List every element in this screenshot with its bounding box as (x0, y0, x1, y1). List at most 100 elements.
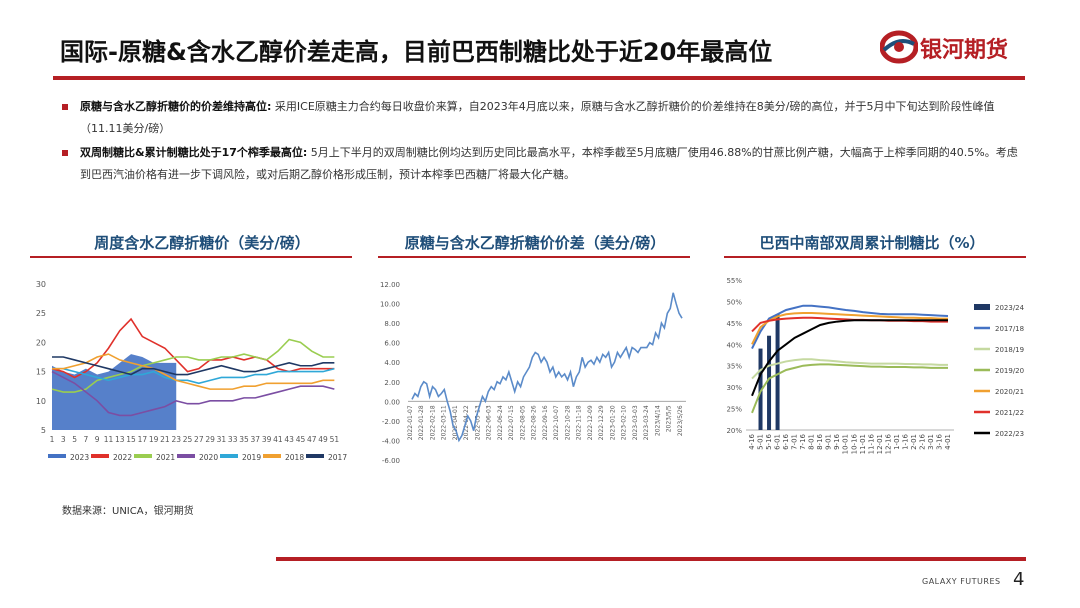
galaxy-logo-icon (879, 30, 919, 64)
chart2-title-underline (378, 256, 690, 258)
y-tick-label: 10 (36, 397, 46, 406)
x-tick-label: 1 (50, 435, 55, 444)
x-tick-label: 2-16 (918, 433, 926, 449)
x-tick-label: 12-01 (876, 434, 884, 454)
bullet-text: 采用ICE原糖主力合约每日收盘价来算，自2023年4月底以来，原糖与含水乙醇折糖… (80, 100, 995, 135)
logo-text: 银河期货 (920, 38, 1009, 63)
x-tick-label: 1-16 (901, 433, 909, 449)
y-tick-label: 6.00 (384, 340, 400, 348)
x-tick-label: 51 (330, 435, 340, 444)
legend-swatch (48, 454, 66, 458)
series-line-2020 (51, 370, 335, 417)
series-line-2019 (52, 367, 335, 385)
bar-2023/24 (775, 314, 780, 430)
x-tick-label: 3-01 (927, 434, 935, 450)
y-tick-label: -4.00 (382, 437, 400, 445)
chart2-title: 原糖与含水乙醇折糖价价差（美分/磅） (404, 234, 666, 252)
series-line-2018/19 (751, 358, 948, 380)
x-tick-label: 13 (115, 435, 125, 444)
x-tick-label: 15 (126, 435, 136, 444)
chart3-title: 巴西中南部双周累计制糖比（%） (759, 234, 985, 252)
x-tick-label: 2022-09-16 (542, 405, 549, 440)
x-tick-label: 2023-03-03 (632, 405, 639, 440)
series-line-2017 (52, 356, 335, 376)
x-tick-label: 7 (83, 435, 88, 444)
page-number: 4 (1013, 569, 1025, 590)
x-tick-label: 2022-07-15 (508, 405, 515, 440)
x-tick-label: 7-16 (799, 433, 807, 449)
y-tick-label: 20 (36, 338, 46, 347)
x-tick-label: 11-01 (859, 434, 867, 454)
x-tick-label: 21 (160, 435, 170, 444)
chart1-title: 周度含水乙醇折糖价（美分/磅） (94, 234, 310, 252)
x-tick-label: 31 (217, 435, 227, 444)
y-tick-label: 30 (36, 280, 46, 289)
bullet-heading: 双周制糖比&累计制糖比处于17个榨季最高位: (80, 146, 308, 159)
x-tick-label: 8-01 (808, 434, 816, 450)
legend-label: 2022 (113, 453, 132, 462)
x-tick-label: 5-16 (765, 433, 773, 449)
legend-label: 2018 (285, 453, 304, 462)
bar-2023/24 (758, 348, 763, 430)
y-tick-label: -2.00 (382, 418, 400, 426)
x-tick-label: 43 (284, 435, 294, 444)
footer-divider (276, 557, 1026, 561)
bullet-heading: 原糖与含水乙醇折糖价的价差维持高位: (80, 100, 272, 113)
price-spread-chart: -6.00 -4.00 -2.00 0.00 2.00 4.00 6.00 8.00 10.00… (380, 281, 686, 465)
x-tick-label: 2023/4/14 (655, 405, 662, 436)
y-tick-label: 15 (36, 368, 46, 377)
legend-label: 2021/22 (995, 409, 1024, 417)
x-tick-label: 17 (138, 435, 148, 444)
x-tick-label: 1-01 (893, 434, 901, 450)
x-tick-label: 6-16 (782, 433, 790, 449)
series-line-2021 (51, 338, 335, 393)
y-tick-label: 55% (726, 277, 742, 285)
x-tick-label: 19 (149, 435, 159, 444)
legend-label: 2018/19 (995, 346, 1024, 354)
x-tick-label: 47 (307, 435, 317, 444)
y-tick-label: 35% (726, 363, 742, 371)
x-tick-label: 2022-10-07 (553, 405, 560, 440)
legend-label: 2020 (199, 453, 218, 462)
series-line-2022 (51, 317, 335, 379)
y-tick-label: 40% (726, 341, 742, 349)
bullet-list: 原糖与含水乙醇折糖价的价差维持高位: 采用ICE原糖主力合约每日收盘价来算，自2… (62, 96, 1022, 188)
x-tick-label: 9-01 (825, 434, 833, 450)
x-tick-label: 41 (273, 435, 283, 444)
series-line-2017/18 (751, 304, 949, 350)
legend-swatch (91, 454, 109, 458)
x-tick-label: 2022-05-13 (475, 405, 482, 440)
footer-brand: GALAXY FUTURES (922, 577, 1001, 586)
legend-swatch (974, 304, 990, 310)
y-tick-label: 8.00 (384, 320, 400, 328)
series-line-spread (411, 292, 683, 443)
page-title: 国际-原糖&含水乙醇价差走高，目前巴西制糖比处于近20年最高位 (60, 38, 773, 66)
y-tick-label: 4.00 (384, 359, 400, 367)
x-tick-label: 4-16 (748, 433, 756, 449)
x-tick-label: 2023-03-24 (643, 405, 650, 440)
bullet-item: 双周制糖比&累计制糖比处于17个榨季最高位: 5月上下半月的双周制糖比例均达到历… (62, 142, 1022, 186)
legend-swatch (306, 454, 324, 458)
y-tick-label: 30% (726, 384, 742, 392)
bullet-text: 5月上下半月的双周制糖比例均达到历史同比最高水平，本榨季截至5月底糖厂使用46.… (80, 146, 1018, 181)
y-tick-label: 10.00 (380, 301, 400, 309)
legend-label: 2017 (328, 453, 347, 462)
x-tick-label: 23 (171, 435, 181, 444)
x-tick-label: 9 (95, 435, 100, 444)
y-tick-label: 0.00 (384, 398, 400, 406)
bullet-marker-icon (62, 104, 68, 110)
x-tick-label: 2022-02-18 (430, 405, 437, 440)
x-tick-label: 2023-01-20 (610, 405, 617, 440)
y-tick-label: 2.00 (384, 379, 400, 387)
y-tick-label: -6.00 (382, 457, 400, 465)
x-tick-label: 7-01 (791, 434, 799, 450)
legend-swatch (220, 454, 238, 458)
y-tick-label: 45% (726, 320, 742, 328)
x-tick-label: 4-01 (944, 434, 952, 450)
x-tick-label: 3 (61, 435, 66, 444)
legend-label: 2017/18 (995, 325, 1024, 333)
x-tick-label: 2022-06-03 (486, 405, 493, 440)
series-line-2018 (52, 353, 335, 390)
chart1-title-underline (30, 256, 352, 258)
x-tick-label: 2022-03-11 (441, 405, 448, 440)
